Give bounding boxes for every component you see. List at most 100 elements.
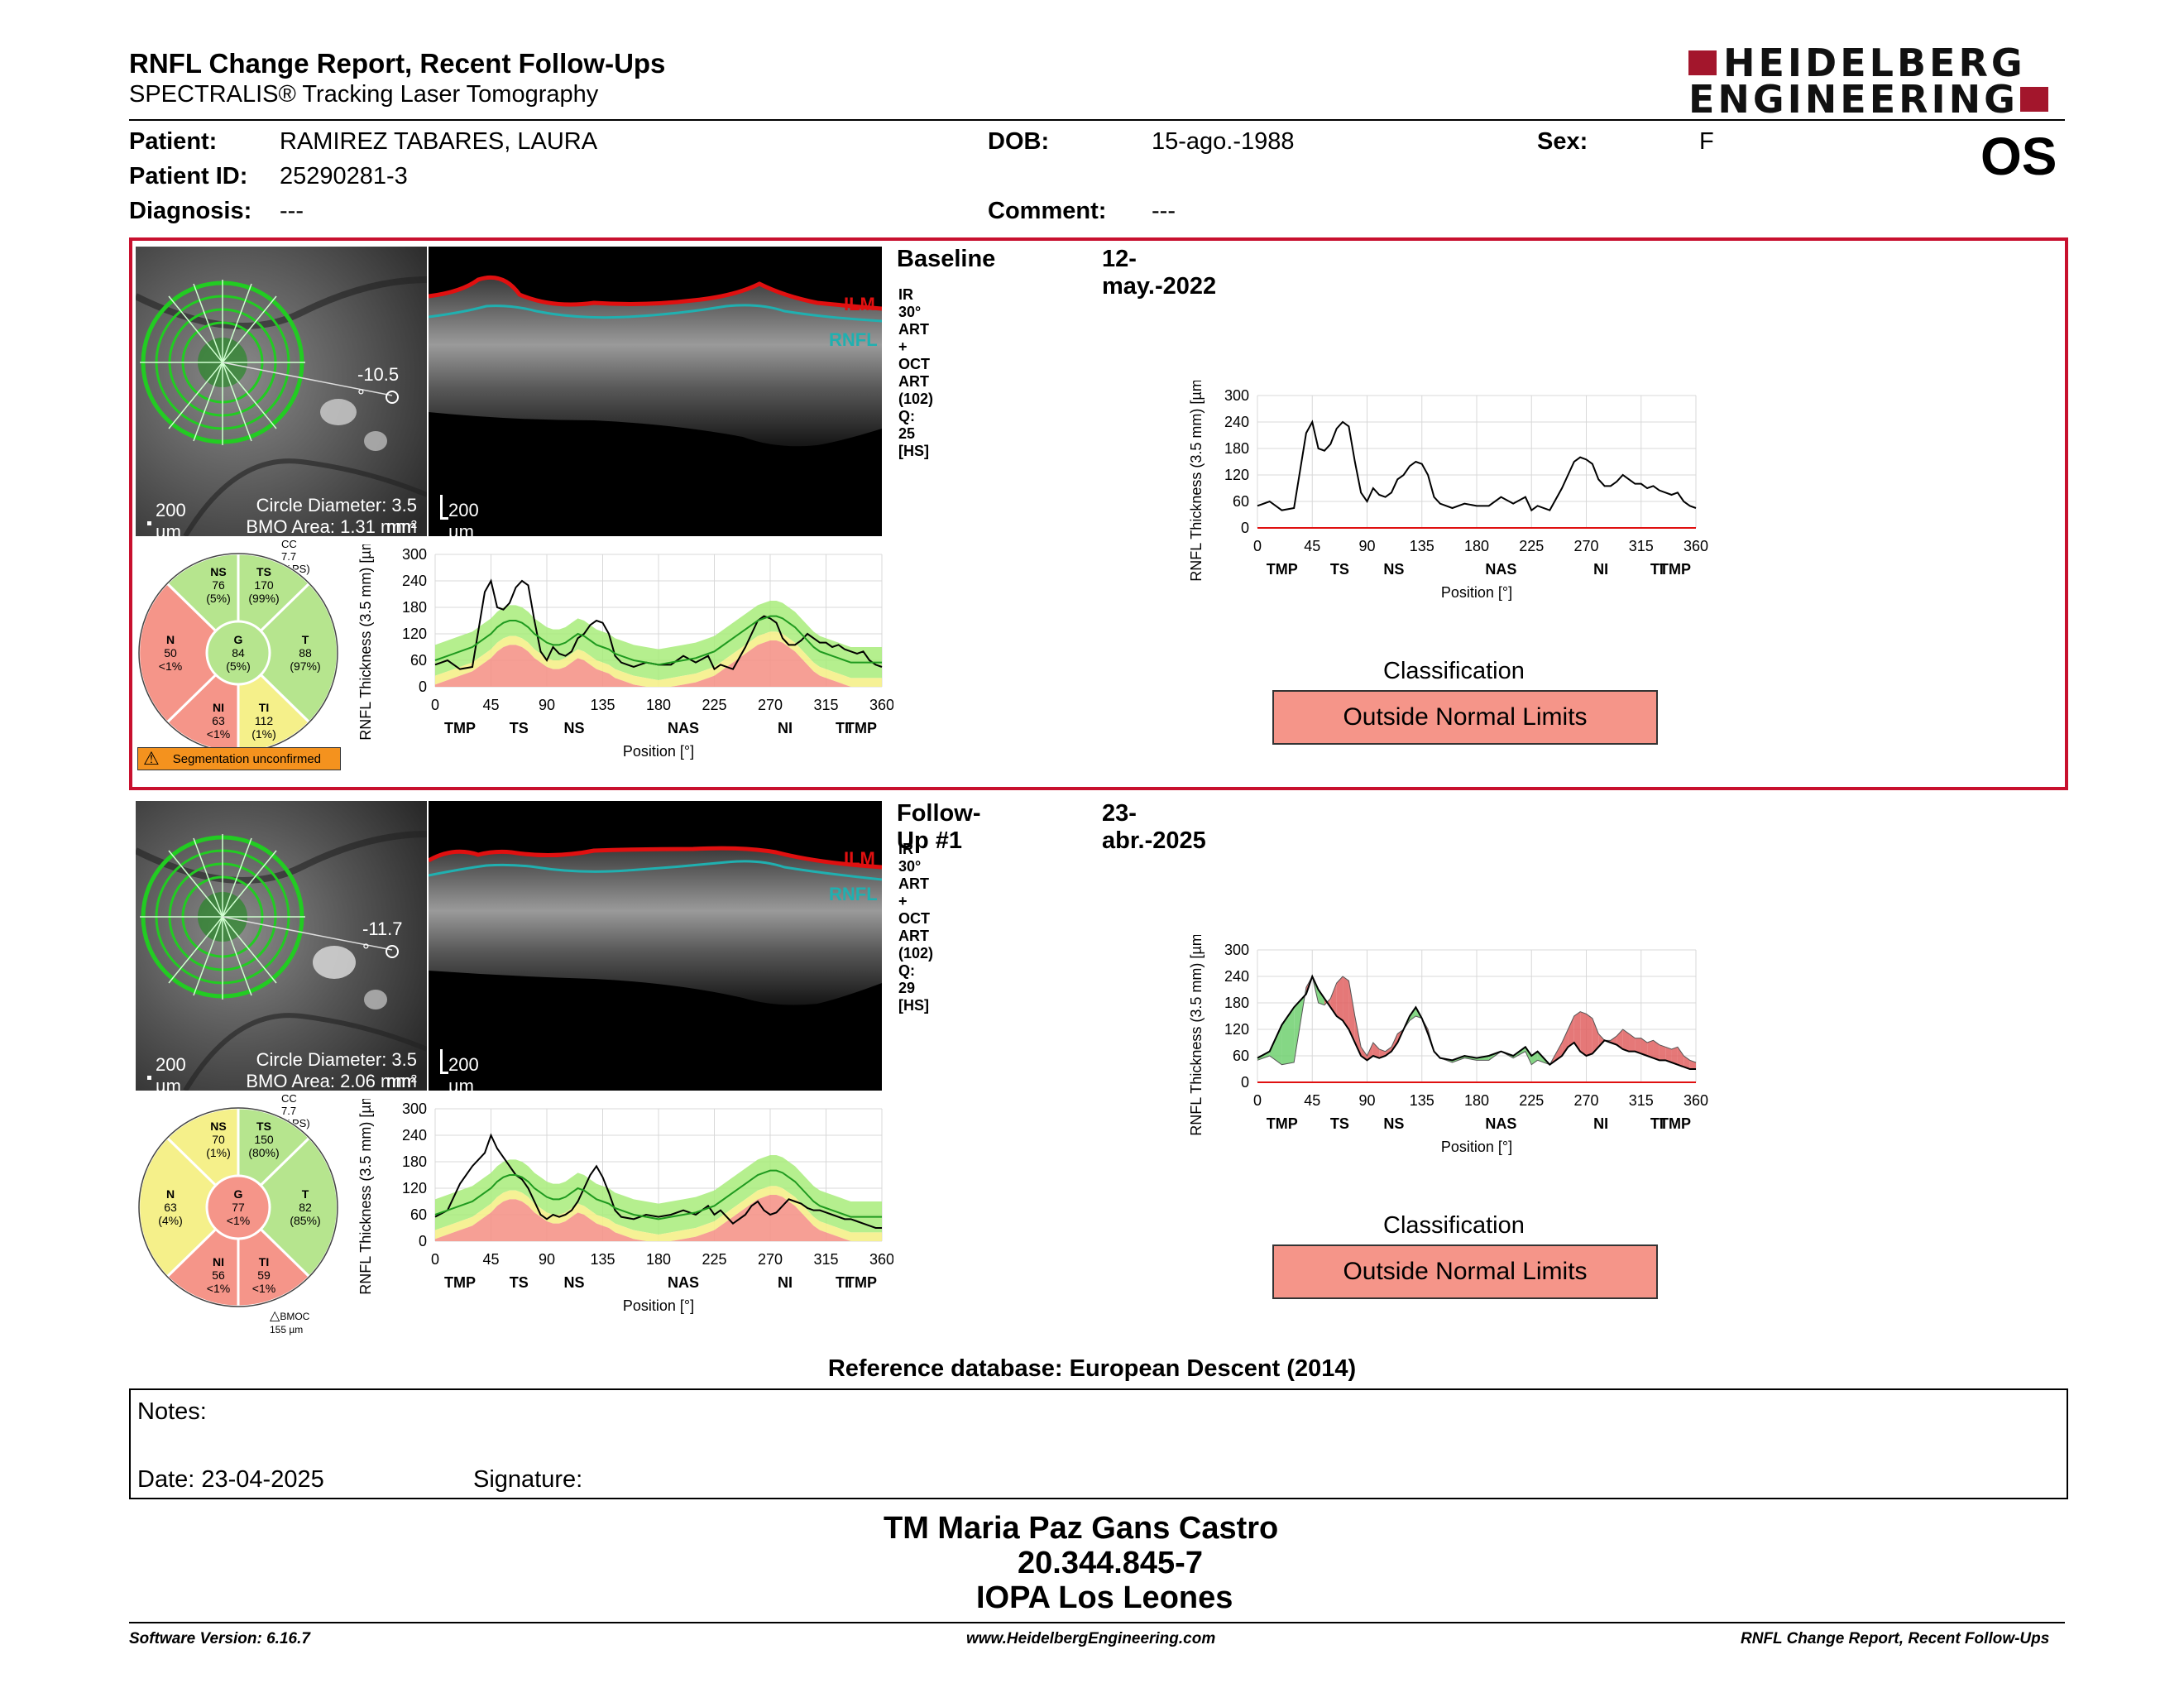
x-tick-label: 315 (813, 1251, 838, 1268)
difference-segment (1372, 1043, 1380, 1058)
sector-n: N 63 (4%) (158, 1187, 183, 1227)
x-tick-label: 0 (431, 1251, 439, 1268)
sector-ti: TI 112 (1%) (251, 701, 276, 741)
followup-scan-info: IR 30° ART + OCT ART (102) Q: 29 [HS] (898, 841, 934, 1014)
followup-angle: -11.7 ° (362, 918, 403, 961)
x-tick-label: 360 (869, 697, 893, 713)
difference-segment (1348, 981, 1355, 1043)
difference-segment (1653, 1040, 1660, 1061)
y-tick-label: 60 (410, 652, 427, 669)
sector-n: N 50 <1% (158, 633, 183, 673)
region-label: TS (1330, 561, 1349, 578)
outside-normal-band (435, 640, 882, 687)
report-title: RNFL Change Report, Recent Follow-Ups (129, 48, 666, 79)
dob-label: DOB: (988, 128, 1050, 155)
x-axis-label: Position [°] (1441, 584, 1512, 601)
region-label: TI (1650, 561, 1664, 578)
x-tick-label: 135 (1410, 538, 1434, 554)
y-tick-label: 120 (1224, 467, 1249, 483)
region-label: TMP (1660, 561, 1691, 578)
region-label: NAS (668, 1274, 699, 1291)
region-label: TS (1330, 1115, 1349, 1132)
baseline-circle-diameter: Circle Diameter: 3.5 mm (256, 495, 417, 537)
sector-ns: NS 70 (1%) (206, 1120, 231, 1159)
region-label: TS (510, 720, 529, 736)
y-tick-label: 120 (402, 626, 427, 642)
y-tick-label: 0 (1241, 1074, 1249, 1091)
y-tick-label: 300 (1224, 942, 1249, 958)
sector-ts: TS 150 (80%) (248, 1120, 280, 1159)
notes-signature: Signature: (473, 1466, 583, 1493)
difference-segment (1640, 1038, 1648, 1056)
baseline-fundus-scale: 200 µm (156, 500, 186, 542)
region-label: NAS (1485, 561, 1516, 578)
notes-box: Notes: Date: 23-04-2025 Signature: (129, 1388, 2068, 1499)
patient-name: RAMIREZ TABARES, LAURA (280, 128, 598, 155)
y-axis-label: RNFL Thickness (3.5 mm) [µm] (357, 544, 374, 741)
followup-bmoc: △BMOC 155 µm (270, 1309, 310, 1336)
series-line-normative-mean (434, 1169, 882, 1220)
x-tick-label: 270 (758, 697, 783, 713)
x-tick-label: 90 (539, 697, 555, 713)
sector-ns: NS 76 (5%) (206, 565, 231, 605)
difference-segment (1622, 1029, 1630, 1052)
x-axis-label: Position [°] (1441, 1139, 1512, 1155)
x-tick-label: 180 (1464, 538, 1489, 554)
baseline-bscan-scale: 200 µm (448, 500, 479, 542)
x-tick-label: 0 (1253, 1092, 1262, 1109)
footer-report-name: RNFL Change Report, Recent Follow-Ups (1741, 1630, 2050, 1647)
difference-segment (1415, 1007, 1422, 1019)
y-tick-label: 180 (402, 599, 427, 616)
region-label: NAS (668, 720, 699, 736)
sector-g: G 84 (5%) (226, 633, 251, 673)
baseline-angle: -10.5 ° (357, 364, 400, 406)
x-tick-label: 180 (646, 1251, 671, 1268)
patient-id-value: 25290281-3 (280, 163, 408, 189)
y-tick-label: 240 (1224, 968, 1249, 985)
y-tick-label: 240 (402, 1127, 427, 1144)
region-label: TI (1650, 1115, 1664, 1132)
baseline-rnfl-label: RNFL (829, 329, 878, 350)
borderline-band (435, 631, 882, 687)
outside-normal-band (435, 1195, 882, 1241)
region-label: NI (778, 1274, 793, 1291)
notes-date: Date: 23-04-2025 (137, 1466, 324, 1493)
report-subtitle: SPECTRALIS® Tracking Laser Tomography (129, 81, 599, 108)
y-tick-label: 240 (1224, 414, 1249, 430)
difference-segment (1336, 976, 1343, 1021)
y-tick-label: 300 (1224, 387, 1249, 404)
x-axis-label: Position [°] (623, 1297, 694, 1314)
difference-segment (1659, 1044, 1666, 1061)
baseline-title: Baseline (897, 246, 996, 272)
y-axis-label: RNFL Thickness (3.5 mm) [µm] (1188, 935, 1205, 1136)
comment-label: Comment: (988, 198, 1107, 224)
x-tick-label: 270 (758, 1251, 783, 1268)
difference-segment (1367, 1043, 1373, 1061)
sector-t: T 82 (85%) (290, 1187, 321, 1227)
website-link[interactable]: www.HeidelbergEngineering.com (966, 1630, 1216, 1647)
triangle-icon: △ (270, 1309, 280, 1323)
followup-rnfl-chart: 0 60 120 180 240 300 0 45 90 135 180 225 270 315 360 TM… (357, 1099, 893, 1314)
sector-ni: NI 56 <1% (206, 1255, 231, 1295)
x-tick-label: 0 (1253, 538, 1262, 554)
sex-value: F (1699, 128, 1714, 155)
region-label: NI (1593, 561, 1608, 578)
diagnosis-label: Diagnosis: (129, 198, 252, 224)
baseline-scan-info: IR 30° ART + OCT ART (102) Q: 25 [HS] (898, 286, 934, 459)
followup-circle-diameter: Circle Diameter: 3.5 mm (256, 1049, 417, 1091)
y-tick-label: 0 (419, 679, 427, 695)
series-line-followup-black (1257, 974, 1696, 1070)
notes-label: Notes: (137, 1398, 207, 1425)
series-line-compare-baseline (1257, 975, 1697, 1066)
x-tick-label: 90 (1358, 1092, 1375, 1109)
y-tick-label: 180 (402, 1153, 427, 1170)
patient-label: Patient: (129, 128, 218, 155)
stamp-id: 20.344.845-7 (1018, 1546, 1203, 1580)
followup-fundus-scale: 200 µm (156, 1054, 186, 1096)
difference-segment (1573, 1011, 1581, 1052)
difference-segment (1598, 1033, 1605, 1048)
stamp-clinic: IOPA Los Leones (976, 1580, 1233, 1615)
region-label: NS (563, 720, 584, 736)
x-tick-label: 270 (1573, 1092, 1598, 1109)
series-line-baseline-black (434, 578, 883, 671)
